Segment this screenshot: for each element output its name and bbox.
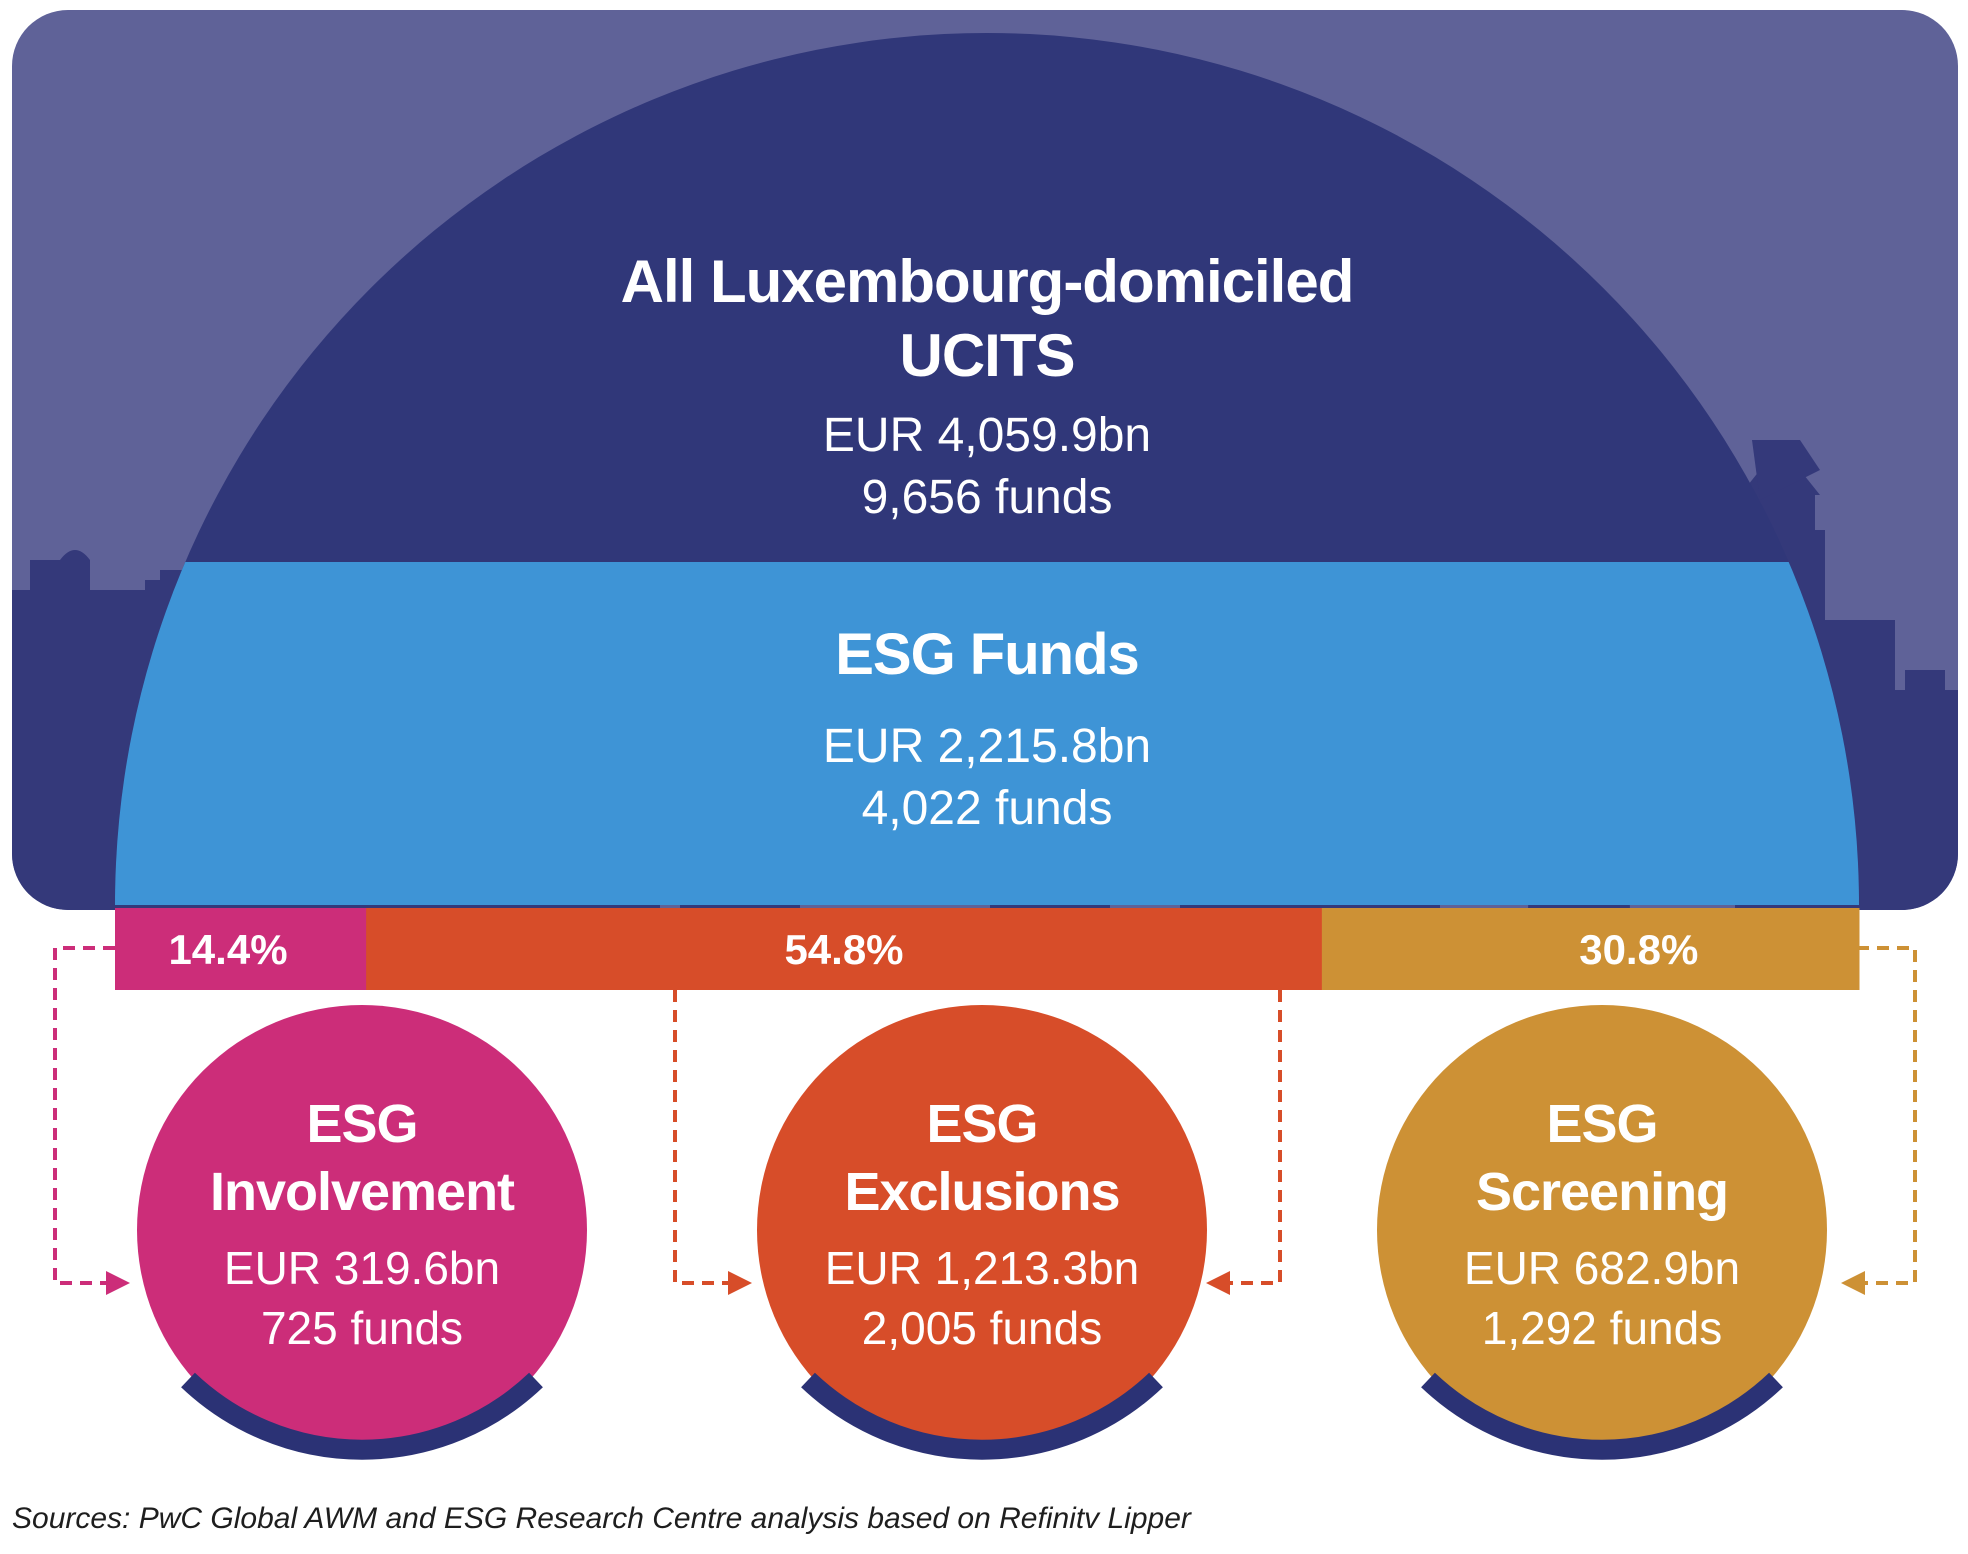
- circle-exclusions-arc: [801, 1372, 1163, 1460]
- esg-funds-aum: EUR 2,215.8bn: [822, 720, 1152, 773]
- exclusions-label-line1: ESG: [926, 1094, 1038, 1154]
- screening-text: ESG Screening EUR 682.9bn 1,292 funds: [1402, 1090, 1802, 1358]
- screening-funds: 1,292 funds: [1481, 1302, 1723, 1354]
- ucits-funds: 9,656 funds: [861, 471, 1113, 524]
- exclusions-label-line2: Exclusions: [844, 1162, 1120, 1222]
- exclusions-aum: EUR 1,213.3bn: [824, 1242, 1140, 1294]
- ucits-title: All Luxembourg-domiciled UCITS: [487, 245, 1487, 393]
- esg-funds-title: ESG Funds: [835, 622, 1140, 687]
- exclusions-text: ESG Exclusions EUR 1,213.3bn 2,005 funds: [782, 1090, 1182, 1358]
- split-label-exclusions: 54.8%: [784, 926, 903, 973]
- esg-funds-count: 4,022 funds: [861, 782, 1113, 835]
- connector-lines: [53, 946, 1917, 1295]
- screening-label-line2: Screening: [1475, 1162, 1729, 1222]
- ucits-figures: EUR 4,059.9bn 9,656 funds: [687, 405, 1287, 529]
- connector-exclusions-right: [1206, 990, 1282, 1295]
- involvement-text: ESG Involvement EUR 319.6bn 725 funds: [162, 1090, 562, 1358]
- screening-aum: EUR 682.9bn: [1463, 1242, 1741, 1294]
- circle-screening-arc: [1421, 1372, 1783, 1460]
- circle-exclusions: [757, 1005, 1207, 1460]
- circle-involvement-arc: [181, 1372, 543, 1460]
- involvement-aum: EUR 319.6bn: [223, 1242, 501, 1294]
- exclusions-funds: 2,005 funds: [861, 1302, 1103, 1354]
- split-segment-screening: [1321, 908, 1860, 990]
- connector-involvement: [53, 946, 130, 1295]
- circle-involvement: [137, 1005, 587, 1460]
- connector-exclusions-left: [673, 990, 752, 1295]
- source-note: Sources: PwC Global AWM and ESG Research…: [12, 1502, 1191, 1535]
- involvement-label-line1: ESG: [306, 1094, 418, 1154]
- ucits-title-line2: UCITS: [899, 322, 1076, 389]
- involvement-label-line2: Involvement: [209, 1162, 515, 1222]
- ucits-title-line1: All Luxembourg-domiciled: [620, 248, 1355, 315]
- involvement-funds: 725 funds: [260, 1302, 464, 1354]
- split-segment-involvement: [115, 908, 367, 990]
- split-label-involvement: 14.4%: [168, 926, 287, 973]
- circle-screening: [1377, 1005, 1827, 1460]
- esg-split-bar: 14.4% 54.8% 30.8%: [115, 908, 1860, 990]
- screening-label-line1: ESG: [1546, 1094, 1658, 1154]
- esg-funds-figures: EUR 2,215.8bn 4,022 funds: [687, 716, 1287, 840]
- connector-screening: [1841, 946, 1917, 1295]
- split-label-screening: 30.8%: [1579, 926, 1698, 973]
- esg-funds-band: [115, 562, 1859, 905]
- ucits-aum: EUR 4,059.9bn: [822, 409, 1152, 462]
- split-segment-exclusions: [366, 908, 1323, 990]
